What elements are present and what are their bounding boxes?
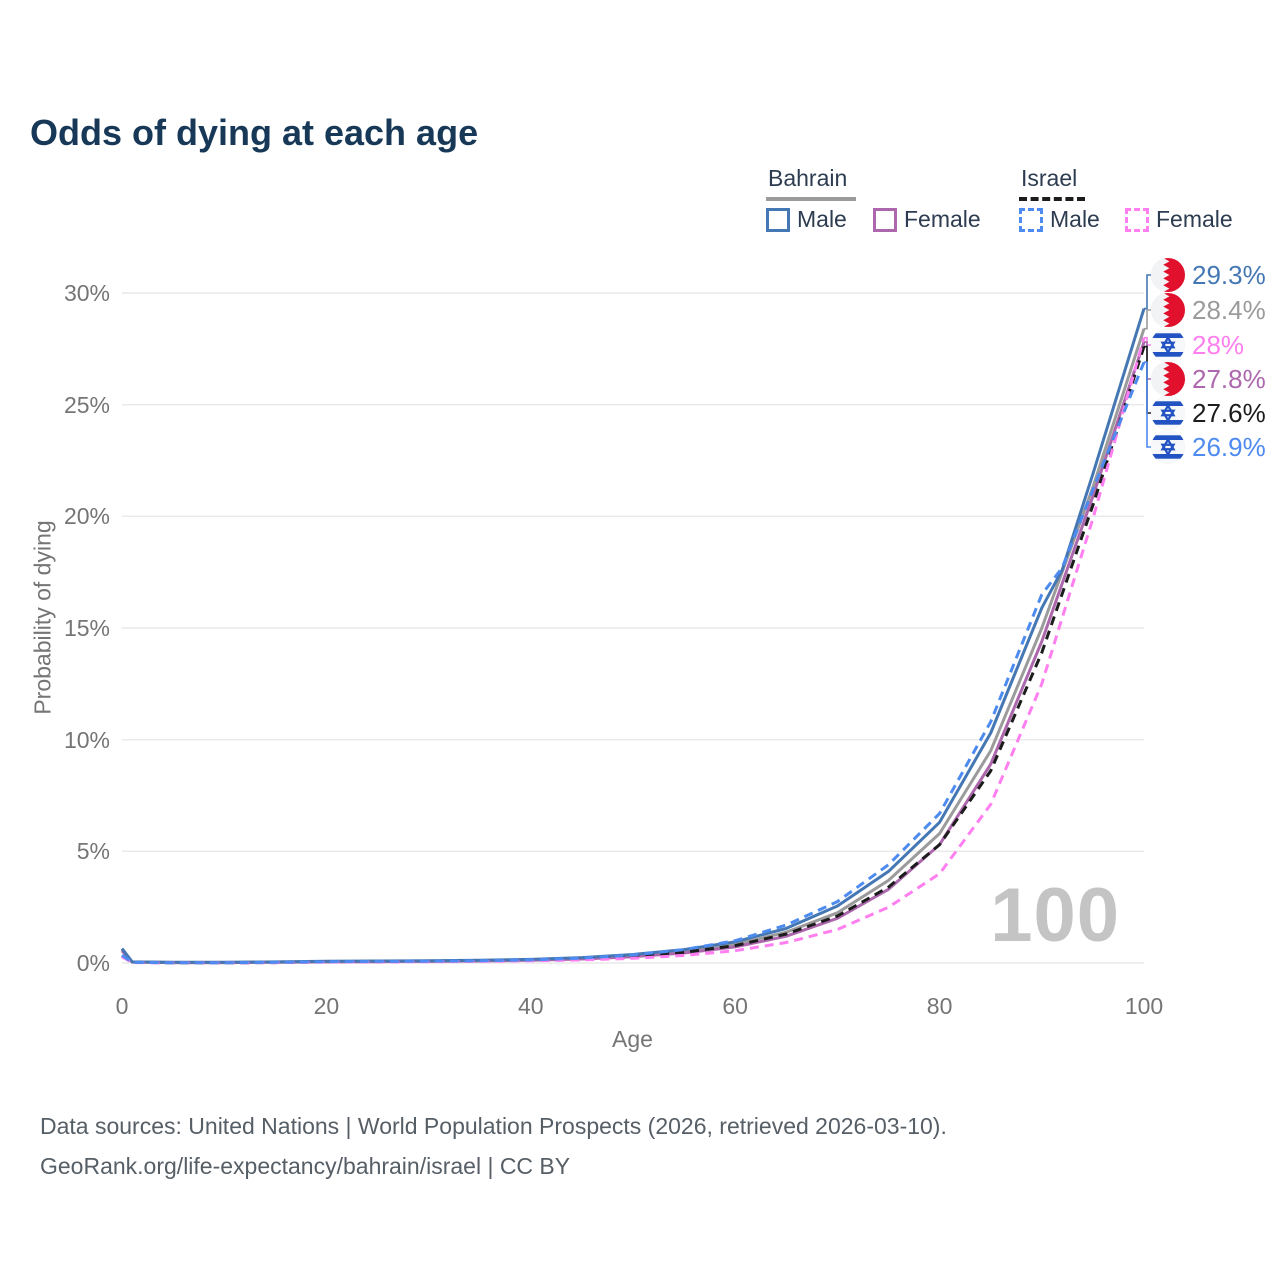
end-label-row: 28% — [1151, 327, 1244, 363]
legend-item-bahrain-female[interactable]: Female — [873, 206, 981, 233]
israel-male-swatch-icon — [1019, 207, 1043, 232]
y-tick-label: 25% — [63, 391, 110, 418]
attribution-text: GeoRank.org/life-expectancy/bahrain/isra… — [40, 1153, 571, 1179]
end-label-row: 27.8% — [1151, 361, 1266, 397]
series-line-bahrain-both[interactable] — [120, 328, 1146, 965]
israel-flag-icon — [1151, 430, 1185, 464]
y-tick-label: 30% — [63, 280, 110, 306]
bahrain-flag-icon — [1151, 293, 1185, 327]
bahrain-solid-line-swatch — [766, 197, 856, 201]
legend-group-israel-header: Israel — [1021, 165, 1078, 191]
end-label-connector — [1144, 274, 1151, 310]
israel-flag-icon — [1151, 396, 1185, 430]
series-line-israel-male[interactable] — [121, 361, 1146, 965]
legend-item-label: Female — [1156, 206, 1233, 232]
israel-flag-icon — [1151, 328, 1185, 362]
y-axis-title: Probability of dying — [29, 520, 56, 715]
end-label-row: 28.4% — [1151, 292, 1266, 328]
legend-item-israel-male[interactable]: Male — [1019, 206, 1100, 233]
y-tick-label: 0% — [76, 950, 110, 976]
series-line-bahrain-male[interactable] — [120, 308, 1146, 964]
legend-group-bahrain-header: Bahrain — [768, 165, 848, 191]
bahrain-male-swatch-icon — [766, 207, 790, 232]
hovered-age-watermark: 100 — [990, 873, 1120, 958]
legend-item-label: Female — [904, 206, 981, 232]
israel-female-swatch-icon — [1125, 207, 1149, 232]
y-tick-label: 20% — [63, 503, 110, 530]
end-label-row: 26.9% — [1151, 429, 1266, 465]
series-line-israel-both[interactable] — [121, 346, 1146, 965]
x-tick-label: 0 — [115, 993, 129, 1019]
x-tick-label: 80 — [926, 993, 953, 1019]
legend-item-label: Male — [797, 206, 847, 232]
footer: Data sources: United Nations | World Pop… — [40, 1106, 947, 1186]
end-label-connector — [1144, 361, 1151, 448]
bahrain-female-swatch-icon — [873, 207, 897, 232]
israel-dashed-line-swatch — [1019, 197, 1085, 201]
end-label-value: 26.9% — [1192, 431, 1266, 462]
y-tick-label: 15% — [63, 615, 110, 641]
page-title: Odds of dying at each age — [30, 112, 479, 154]
y-tick-label: 5% — [76, 838, 110, 865]
series-line-israel-female[interactable] — [121, 337, 1146, 965]
end-label-value: 28% — [1192, 329, 1245, 360]
data-sources-text: Data sources: United Nations | World Pop… — [40, 1113, 947, 1139]
legend-item-bahrain-male[interactable]: Male — [766, 206, 847, 233]
x-tick-label: 60 — [722, 993, 748, 1019]
bahrain-flag-icon — [1151, 258, 1185, 292]
x-axis-title: Age — [612, 1026, 653, 1052]
bahrain-flag-icon — [1151, 362, 1185, 396]
end-label-row: 29.3% — [1151, 257, 1266, 293]
end-label-row: 27.6% — [1151, 395, 1266, 431]
end-label-value: 29.3% — [1192, 259, 1266, 290]
legend-item-israel-female[interactable]: Female — [1125, 206, 1233, 233]
x-tick-label: 40 — [518, 993, 544, 1019]
end-label-value: 27.6% — [1192, 397, 1266, 428]
x-tick-label: 20 — [313, 993, 340, 1019]
legend-item-label: Male — [1050, 206, 1100, 232]
end-label-value: 28.4% — [1192, 294, 1266, 325]
y-tick-label: 10% — [63, 726, 110, 753]
series-line-bahrain-female[interactable] — [120, 341, 1146, 965]
x-tick-label: 100 — [1124, 993, 1164, 1019]
end-label-connector — [1144, 309, 1151, 330]
end-label-value: 27.8% — [1192, 363, 1266, 394]
